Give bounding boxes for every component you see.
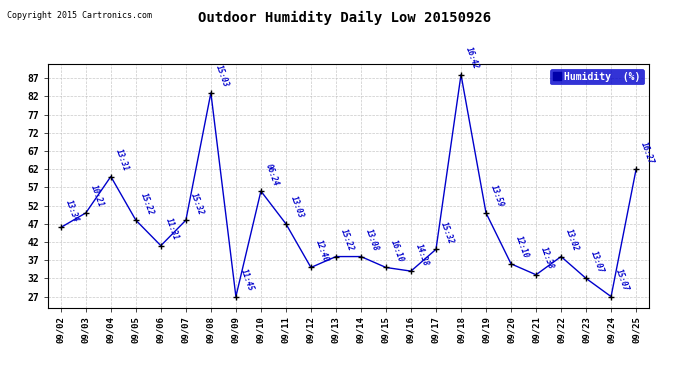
Text: 13:03: 13:03 [288, 195, 305, 220]
Text: 15:22: 15:22 [139, 191, 155, 216]
Text: 15:32: 15:32 [188, 191, 205, 216]
Text: 13:07: 13:07 [589, 249, 605, 274]
Text: 13:59: 13:59 [489, 184, 505, 209]
Text: Copyright 2015 Cartronics.com: Copyright 2015 Cartronics.com [7, 11, 152, 20]
Text: 12:40: 12:40 [314, 238, 330, 263]
Text: 15:03: 15:03 [214, 64, 230, 89]
Legend: Humidity  (%): Humidity (%) [550, 69, 644, 84]
Text: 15:07: 15:07 [614, 268, 630, 292]
Text: 11:31: 11:31 [164, 217, 180, 242]
Text: 12:38: 12:38 [539, 246, 555, 271]
Text: 13:34: 13:34 [63, 198, 80, 223]
Text: 16:10: 16:10 [388, 238, 405, 263]
Text: 13:08: 13:08 [364, 228, 380, 252]
Text: 15:32: 15:32 [439, 220, 455, 245]
Text: 13:02: 13:02 [564, 228, 580, 252]
Text: 14:38: 14:38 [414, 242, 430, 267]
Text: Outdoor Humidity Daily Low 20150926: Outdoor Humidity Daily Low 20150926 [199, 11, 491, 26]
Text: 11:45: 11:45 [239, 268, 255, 292]
Text: 13:31: 13:31 [114, 147, 130, 172]
Text: 12:10: 12:10 [514, 235, 530, 260]
Text: 06:24: 06:24 [264, 162, 280, 187]
Text: 16:27: 16:27 [639, 140, 656, 165]
Text: 15:22: 15:22 [339, 228, 355, 252]
Text: 16:42: 16:42 [464, 46, 480, 70]
Text: 10:21: 10:21 [88, 184, 105, 209]
